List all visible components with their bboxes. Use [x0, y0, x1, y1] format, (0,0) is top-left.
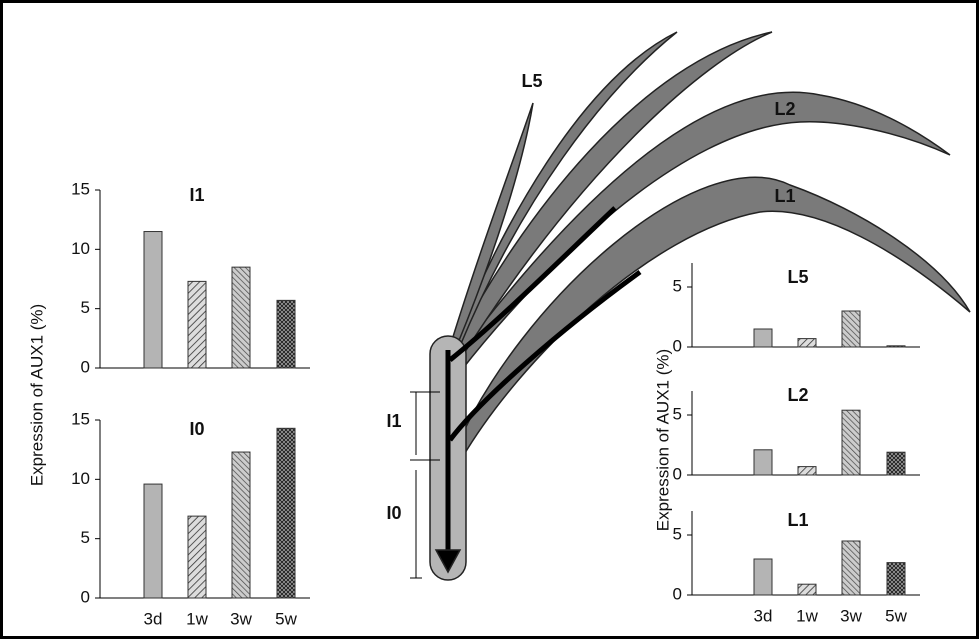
x-tick-label: 5w — [275, 609, 297, 628]
figure: L5 L2 L1 I1 I0 0 5 10 15 I1 0 5 10 15 I0 Expressio… — [0, 0, 979, 639]
leaf-label: L5 — [521, 71, 542, 91]
y-tick-label: 15 — [71, 409, 90, 428]
bar — [842, 541, 860, 595]
bar — [754, 559, 772, 595]
x-tick-label: 1w — [796, 606, 818, 625]
bar — [887, 452, 905, 475]
x-tick-label: 3w — [840, 606, 862, 625]
bar — [798, 584, 816, 595]
y-tick-label: 0 — [673, 584, 682, 603]
y-tick-label: 10 — [71, 239, 90, 258]
y-tick-label: 5 — [673, 276, 682, 295]
x-tick-label: 3d — [754, 606, 773, 625]
y-tick-label: 15 — [71, 179, 90, 198]
bar — [277, 428, 295, 598]
bar — [188, 516, 206, 598]
internode-label: I0 — [386, 503, 401, 523]
y-tick-label: 0 — [81, 357, 90, 376]
x-tick-label: 3d — [144, 609, 163, 628]
x-tick-label: 1w — [186, 609, 208, 628]
leaf-label: L2 — [774, 99, 795, 119]
bar — [798, 339, 816, 347]
leaf-label: L1 — [774, 186, 795, 206]
internode-label: I1 — [386, 411, 401, 431]
y-tick-label: 5 — [673, 524, 682, 543]
chart-title: L5 — [787, 267, 808, 287]
bar — [232, 267, 250, 368]
bar — [277, 300, 295, 368]
y-tick-label: 10 — [71, 469, 90, 488]
y-axis-label: Expression of AUX1 (%) — [653, 349, 672, 531]
bar — [144, 484, 162, 598]
y-tick-label: 5 — [81, 528, 90, 547]
bar — [887, 346, 905, 347]
chart-title: I1 — [189, 185, 204, 205]
x-tick-label: 5w — [885, 606, 907, 625]
bar — [842, 311, 860, 347]
bar — [144, 232, 162, 368]
y-tick-label: 0 — [673, 336, 682, 355]
y-tick-label: 5 — [673, 404, 682, 423]
x-tick-label: 3w — [230, 609, 252, 628]
bar — [798, 467, 816, 475]
bar — [188, 281, 206, 368]
y-tick-label: 0 — [673, 464, 682, 483]
bar — [842, 410, 860, 475]
chart-title: L2 — [787, 385, 808, 405]
y-tick-label: 0 — [81, 587, 90, 606]
y-axis-label: Expression of AUX1 (%) — [27, 304, 46, 486]
bar — [232, 452, 250, 598]
bar — [754, 450, 772, 475]
chart-title: I0 — [189, 419, 204, 439]
chart-title: L1 — [787, 510, 808, 530]
bar — [887, 563, 905, 595]
bar — [754, 329, 772, 347]
y-tick-label: 5 — [81, 298, 90, 317]
